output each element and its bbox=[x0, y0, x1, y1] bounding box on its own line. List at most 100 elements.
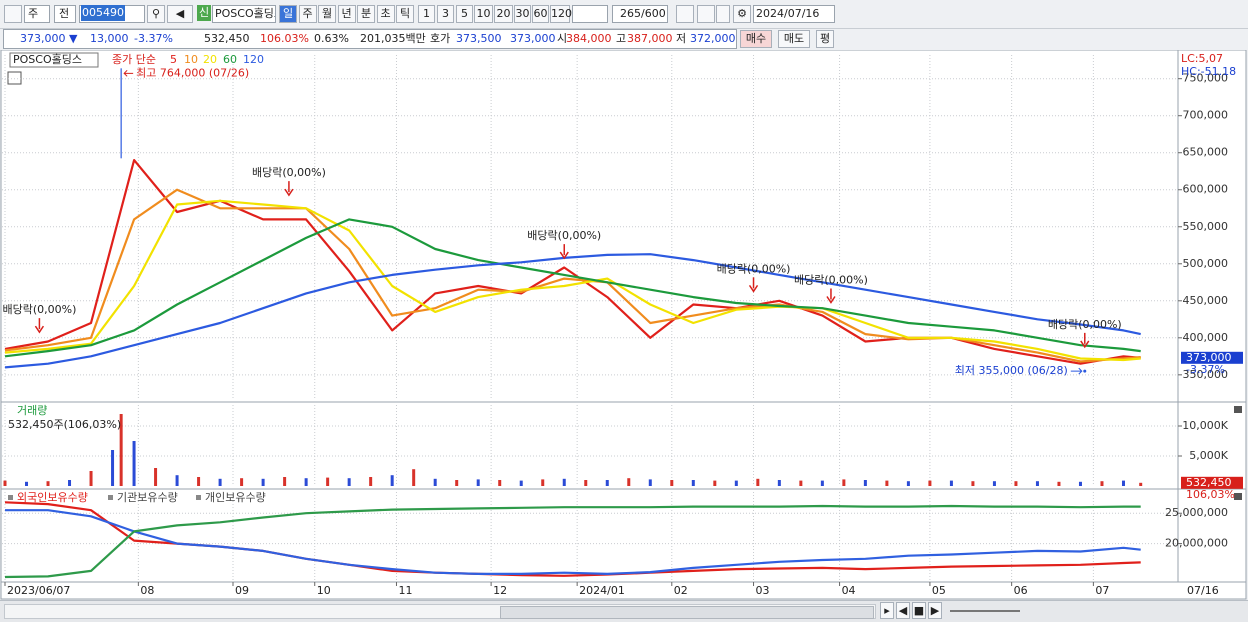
legend-marker bbox=[108, 495, 113, 500]
x-axis-band bbox=[0, 581, 1247, 600]
low-label: 저 bbox=[676, 32, 687, 45]
toolbar-button[interactable]: 60 bbox=[532, 5, 549, 23]
layout-button[interactable] bbox=[4, 5, 22, 23]
annotation-label: 배당락(0,00%) bbox=[252, 166, 326, 179]
series-line bbox=[5, 509, 1141, 575]
volume-bar bbox=[283, 477, 287, 486]
volume-bar bbox=[1014, 481, 1018, 486]
sell-button[interactable]: 매도 bbox=[778, 30, 810, 48]
quote-box bbox=[3, 29, 737, 49]
zoom-slider[interactable] bbox=[950, 610, 1020, 612]
x-tick-label: 03 bbox=[756, 584, 770, 597]
buy-button[interactable]: 매수 bbox=[740, 30, 772, 48]
toolbar-button[interactable]: 30 bbox=[514, 5, 531, 23]
toolbar-button[interactable]: 1 bbox=[418, 5, 435, 23]
volume-bar bbox=[949, 480, 953, 486]
annotation-arrow bbox=[1080, 332, 1090, 349]
toolbar-button[interactable]: 10 bbox=[474, 5, 493, 23]
tool-button[interactable] bbox=[676, 5, 694, 23]
toolbar-button[interactable]: 주 bbox=[298, 5, 317, 23]
annotation-arrow bbox=[284, 181, 294, 197]
volume-bar bbox=[541, 479, 545, 486]
toolbar-button[interactable]: 20 bbox=[494, 5, 513, 23]
interval-select[interactable] bbox=[572, 5, 608, 23]
y-tick-label: 10,000K bbox=[1182, 419, 1228, 432]
turnover: 0.63% bbox=[314, 32, 349, 45]
volume-bar bbox=[756, 478, 760, 486]
settings-button[interactable]: ⚙ bbox=[733, 5, 751, 23]
change-label: -3.37% bbox=[1186, 363, 1225, 376]
low-arrow bbox=[1070, 367, 1083, 375]
volume-bar bbox=[25, 481, 29, 486]
code-input[interactable]: 005490 bbox=[79, 5, 145, 23]
code-text: 005490 bbox=[81, 5, 125, 21]
toolbar-button[interactable]: 월 bbox=[318, 5, 336, 23]
volume-bar bbox=[928, 480, 932, 486]
volume-bar bbox=[433, 478, 437, 486]
toolbar-button[interactable]: 일 bbox=[279, 5, 297, 23]
chart-title: POSCO홀딩스 bbox=[13, 53, 82, 66]
volume-bar bbox=[304, 478, 308, 486]
stop-button[interactable]: ■ bbox=[912, 602, 926, 619]
count-box[interactable]: 265 /600 bbox=[612, 5, 668, 23]
save-button[interactable] bbox=[716, 5, 730, 23]
count: 265 bbox=[620, 7, 641, 20]
toolbar-button[interactable]: 5 bbox=[456, 5, 473, 23]
unit-select[interactable]: 주 bbox=[24, 5, 50, 23]
x-tick-label: 09 bbox=[235, 584, 249, 597]
search-button[interactable]: ⚲ bbox=[147, 5, 165, 23]
scroll-start[interactable]: ◀ bbox=[896, 602, 910, 619]
legend-entry: 120 bbox=[243, 53, 264, 66]
scroll-track[interactable] bbox=[4, 604, 876, 619]
annotation-label: 배당락(0,00%) bbox=[794, 273, 868, 286]
toolbar-button[interactable]: 틱 bbox=[396, 5, 414, 23]
x-tick-label: 11 bbox=[398, 584, 412, 597]
volume-bar bbox=[89, 471, 93, 486]
toolbar-button[interactable]: 분 bbox=[357, 5, 375, 23]
volume-bar bbox=[713, 480, 717, 486]
stock-name: POSCO홀딩스 bbox=[215, 7, 275, 20]
scroll-right[interactable]: ▸ bbox=[880, 602, 894, 619]
volume-bar bbox=[820, 480, 824, 486]
date-box[interactable]: 2024/07/16 bbox=[753, 5, 835, 23]
legend-entry: 외국인보유수량 bbox=[17, 491, 88, 504]
x-tick-label: 08 bbox=[140, 584, 154, 597]
open: 384,000 bbox=[566, 32, 612, 45]
annotation-arrow bbox=[826, 288, 836, 304]
y-tick-label: 450,000 bbox=[1183, 294, 1229, 307]
toolbar-button[interactable]: 3 bbox=[437, 5, 454, 23]
toolbar-button[interactable]: 초 bbox=[376, 5, 395, 23]
scroll-end[interactable]: ▶ bbox=[928, 602, 942, 619]
scroll-thumb[interactable] bbox=[500, 606, 874, 619]
adjust-select[interactable]: 전 bbox=[54, 5, 76, 23]
ask: 373,500 bbox=[456, 32, 502, 45]
panel-close[interactable] bbox=[1234, 406, 1242, 413]
panel-close[interactable] bbox=[1234, 493, 1242, 500]
x-tick-label: 12 bbox=[493, 584, 507, 597]
annotation-arrow bbox=[559, 244, 569, 260]
toolbar-button[interactable]: 년 bbox=[337, 5, 356, 23]
toolbar-button[interactable]: 120 bbox=[550, 5, 572, 23]
tool-button[interactable] bbox=[697, 5, 715, 23]
new-badge: 신 bbox=[197, 5, 211, 21]
volume-bar bbox=[326, 477, 330, 486]
annotation-arrow bbox=[34, 318, 45, 334]
volume-bar bbox=[498, 480, 502, 486]
volume-rate: 106.03% bbox=[260, 32, 309, 45]
table-icon[interactable] bbox=[7, 71, 22, 85]
legend-entry: 5 bbox=[170, 53, 177, 66]
sound-button[interactable]: ◀ bbox=[167, 5, 193, 23]
volume-bar bbox=[691, 480, 695, 486]
last-value-label: 532,450 bbox=[1186, 476, 1232, 489]
name-box[interactable]: POSCO홀딩스 bbox=[212, 5, 276, 23]
volume-bar bbox=[68, 480, 72, 486]
scrollbar: ▸ ◀ ■ ▶ bbox=[0, 600, 1248, 622]
avg-button[interactable]: 평 bbox=[816, 30, 834, 48]
legend-entry: 10 bbox=[184, 53, 198, 66]
y-tick-label: 5,000K bbox=[1189, 449, 1228, 462]
volume-bar bbox=[261, 478, 265, 486]
volume-bar bbox=[1121, 480, 1125, 486]
legend-entry: 개인보유수량 bbox=[205, 491, 266, 504]
